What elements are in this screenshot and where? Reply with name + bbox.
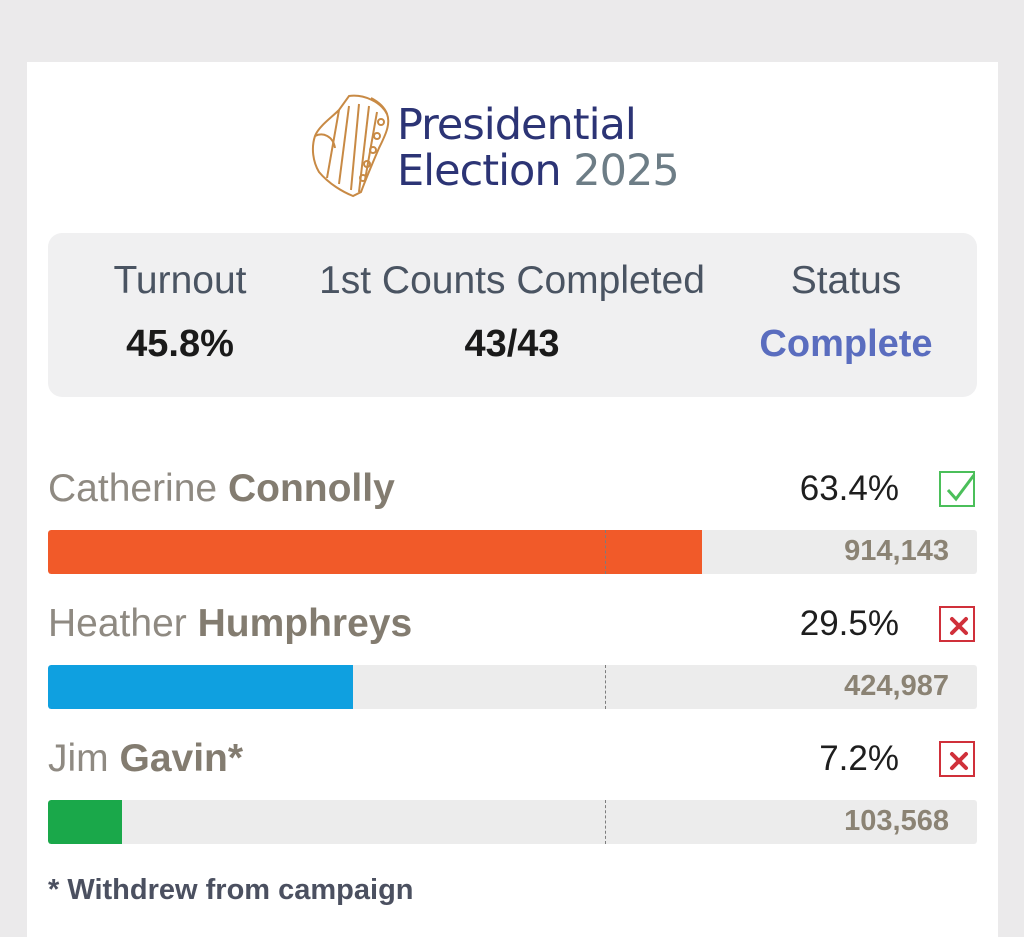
title-year: 2025 bbox=[573, 146, 679, 196]
candidate-last-name: Gavin* bbox=[119, 737, 244, 780]
counts-value: 43/43 bbox=[464, 323, 560, 365]
candidate-percent: 63.4% bbox=[799, 469, 899, 508]
candidate-percent: 7.2% bbox=[819, 739, 899, 778]
vote-bar-track: 914,143 bbox=[48, 530, 977, 574]
candidate-last-name: Humphreys bbox=[197, 602, 413, 645]
counts-label: 1st Counts Completed bbox=[319, 259, 705, 302]
stats-panel: Turnout 45.8% 1st Counts Completed 43/43… bbox=[48, 233, 977, 397]
title-line-1: Presidential bbox=[397, 100, 637, 150]
candidate-votes: 914,143 bbox=[844, 535, 949, 567]
candidate-row-gavin: Jim Gavin* 7.2% 103,568 bbox=[48, 737, 977, 847]
election-title: Presidential Election 2025 bbox=[397, 100, 680, 196]
candidate-row-connolly: Catherine Connolly 63.4% 914,143 bbox=[48, 467, 977, 577]
checkmark-icon bbox=[939, 471, 976, 507]
stat-status: Status Complete bbox=[751, 259, 941, 366]
title-line-2: Election 2025 bbox=[397, 146, 680, 196]
candidate-last-name: Connolly bbox=[227, 467, 395, 510]
candidate-name: Jim Gavin* bbox=[48, 737, 243, 781]
turnout-value: 45.8% bbox=[126, 323, 234, 365]
candidate-first-name: Jim bbox=[48, 737, 109, 780]
turnout-label: Turnout bbox=[113, 259, 247, 302]
candidate-row-humphreys: Heather Humphreys 29.5% 424,987 bbox=[48, 602, 977, 712]
vote-bar-track: 103,568 bbox=[48, 800, 977, 844]
results-card: Presidential Election 2025 Turnout 45.8%… bbox=[27, 62, 998, 937]
title-election-word: Election bbox=[397, 146, 562, 196]
vote-bar-fill bbox=[48, 800, 122, 844]
cross-icon bbox=[939, 741, 975, 777]
harp-emblem-icon bbox=[311, 94, 390, 198]
withdrawn-footnote: * Withdrew from campaign bbox=[48, 874, 414, 906]
candidate-percent: 29.5% bbox=[799, 604, 899, 643]
majority-marker bbox=[605, 530, 606, 574]
stat-turnout: Turnout 45.8% bbox=[107, 259, 253, 366]
candidate-first-name: Heather bbox=[48, 602, 187, 645]
candidate-name: Heather Humphreys bbox=[48, 602, 412, 646]
candidate-votes: 424,987 bbox=[844, 670, 949, 702]
candidate-first-name: Catherine bbox=[48, 467, 218, 510]
majority-marker bbox=[605, 800, 606, 844]
majority-marker bbox=[605, 665, 606, 709]
vote-bar-track: 424,987 bbox=[48, 665, 977, 709]
vote-bar-fill bbox=[48, 530, 702, 574]
candidate-votes: 103,568 bbox=[844, 805, 949, 837]
vote-bar-fill bbox=[48, 665, 353, 709]
stat-counts: 1st Counts Completed 43/43 bbox=[301, 259, 723, 366]
candidate-name: Catherine Connolly bbox=[48, 467, 395, 511]
election-header: Presidential Election 2025 bbox=[27, 90, 998, 210]
status-value: Complete bbox=[759, 323, 933, 365]
cross-icon bbox=[939, 606, 975, 642]
status-label: Status bbox=[790, 259, 902, 302]
